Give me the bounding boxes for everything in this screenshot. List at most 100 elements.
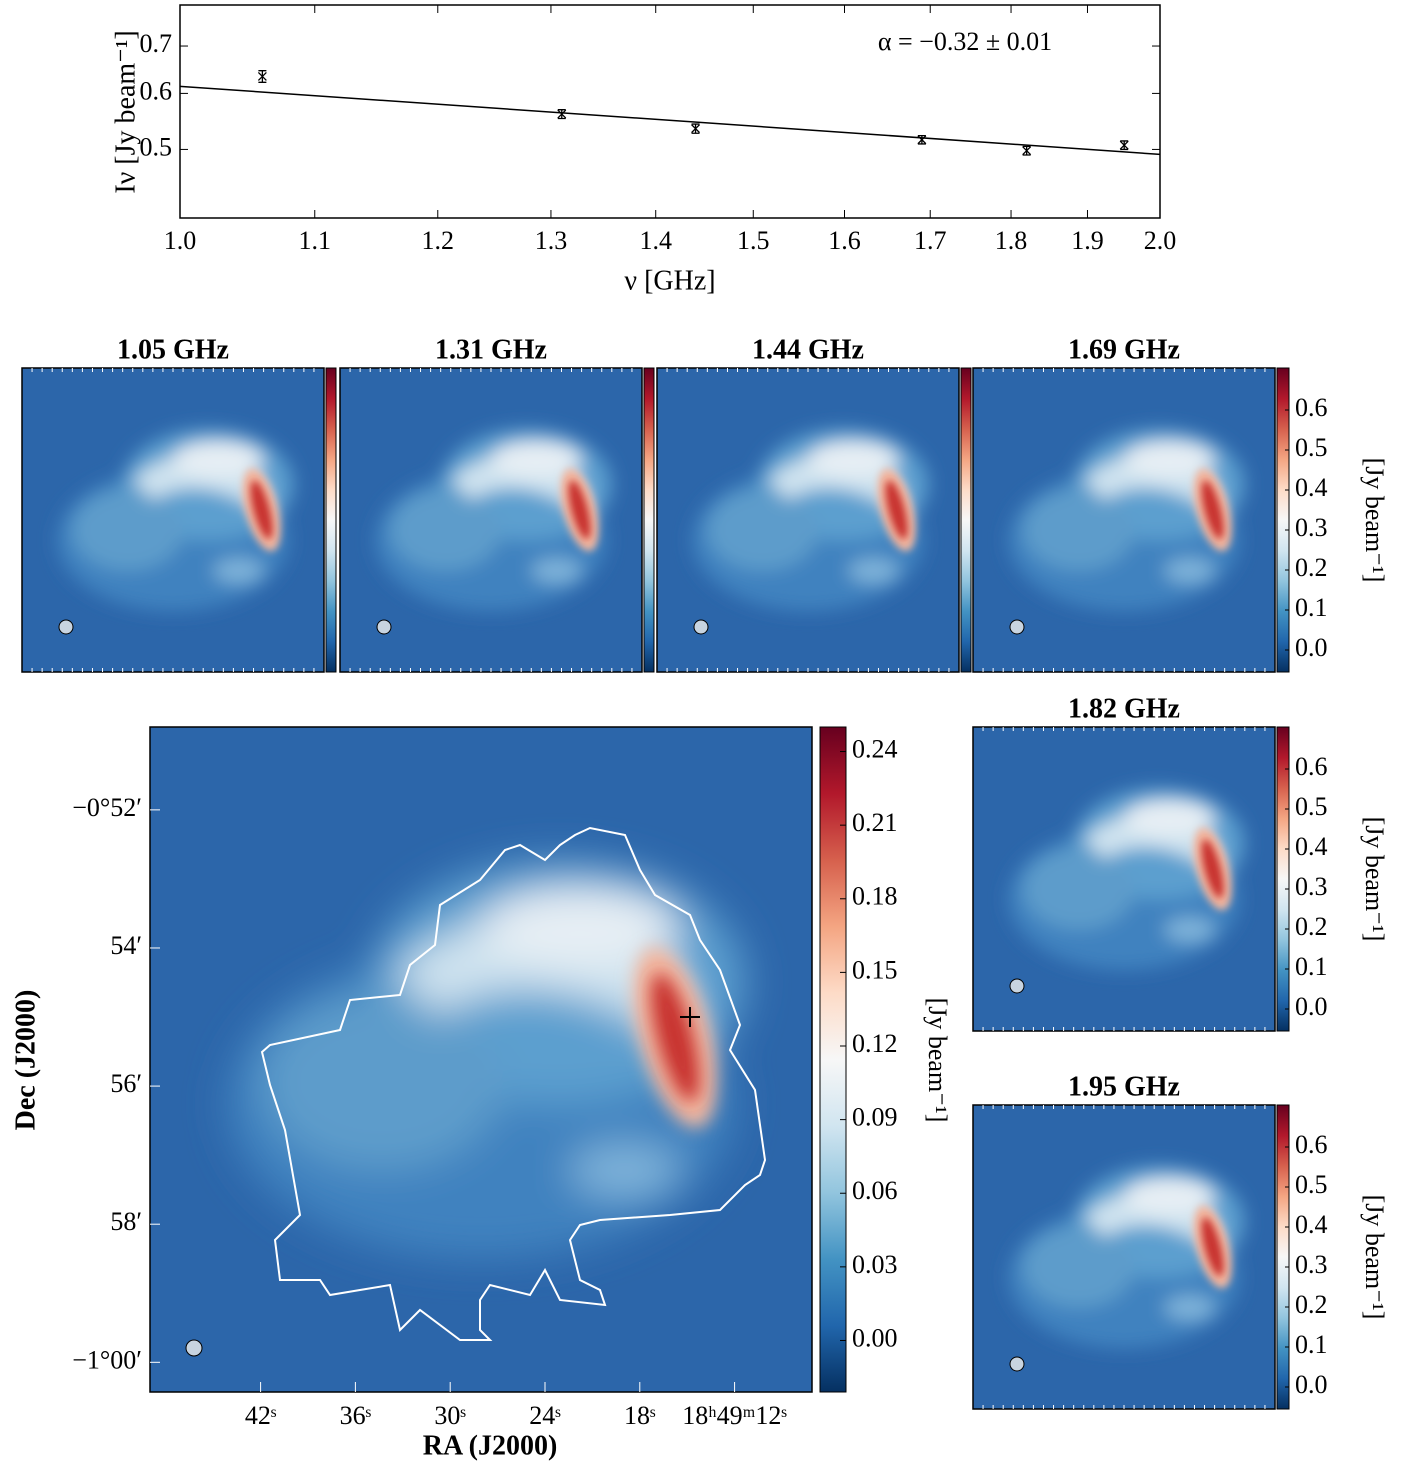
y-axis-label: Dec (J2000) bbox=[10, 990, 41, 1131]
colorbar-tick-label: 0.3 bbox=[1295, 872, 1328, 901]
data-point bbox=[917, 134, 927, 145]
marker bbox=[557, 109, 567, 119]
y-tick-label: 54′ bbox=[110, 931, 142, 960]
x-axis-label: RA (J2000) bbox=[423, 1430, 558, 1461]
colorbar bbox=[1276, 367, 1290, 673]
colorbar bbox=[960, 367, 972, 673]
colorbar-tick-label: 0.1 bbox=[1295, 593, 1328, 622]
data-point bbox=[1022, 145, 1032, 156]
data-point bbox=[557, 109, 567, 120]
data-point bbox=[1119, 140, 1129, 151]
colorbar bbox=[325, 367, 337, 673]
colorbar-tick-label: 0.4 bbox=[1295, 1210, 1328, 1239]
y-tick-label: 56′ bbox=[110, 1069, 142, 1098]
colorbar-label: [Jy beam⁻¹] bbox=[1360, 458, 1389, 583]
x-tick-label: 1.5 bbox=[737, 226, 770, 255]
x-tick-label: 18ʰ49ᵐ12ˢ bbox=[682, 1401, 787, 1430]
x-tick-label: 30ˢ bbox=[434, 1401, 466, 1430]
x-tick-label: 18ˢ bbox=[624, 1401, 656, 1430]
colorbar bbox=[1276, 1104, 1290, 1410]
panel-title: 1.95 GHz bbox=[1068, 1071, 1180, 1102]
beam bbox=[693, 619, 709, 635]
y-tick-label: −0°52′ bbox=[72, 793, 142, 822]
beam bbox=[1009, 978, 1025, 994]
x-tick-label: 42ˢ bbox=[245, 1401, 277, 1430]
x-tick-label: 1.1 bbox=[299, 226, 332, 255]
x-tick-label: 1.8 bbox=[995, 226, 1028, 255]
colorbar-tick-label: 0.21 bbox=[852, 808, 898, 837]
colorbar-tick-label: 0.5 bbox=[1295, 792, 1328, 821]
x-tick-label: 24ˢ bbox=[529, 1401, 561, 1430]
x-tick-label: 1.0 bbox=[164, 226, 197, 255]
panel-title: 1.44 GHz bbox=[752, 334, 864, 365]
x-tick-label: 1.2 bbox=[422, 226, 455, 255]
colorbar-tick-label: 0.09 bbox=[852, 1103, 898, 1132]
y-tick-label: 0.5 bbox=[140, 132, 173, 161]
y-axis-label: Iν [Jy beam⁻¹] bbox=[110, 30, 141, 193]
colorbar bbox=[1276, 726, 1290, 1032]
colorbar-tick-label: 0.5 bbox=[1295, 1170, 1328, 1199]
panel-title: 1.82 GHz bbox=[1068, 693, 1180, 724]
y-tick-label: 0.7 bbox=[140, 29, 173, 58]
colorbar-tick-label: 0.18 bbox=[852, 882, 898, 911]
colorbar-tick-label: 0.0 bbox=[1295, 633, 1328, 662]
colorbar-tick-label: 0.6 bbox=[1295, 752, 1328, 781]
marker bbox=[917, 135, 927, 145]
colorbar-tick-label: 0.3 bbox=[1295, 513, 1328, 542]
colorbar-tick-label: 0.06 bbox=[852, 1176, 898, 1205]
marker bbox=[1119, 140, 1129, 150]
data-point bbox=[257, 70, 267, 83]
marker bbox=[1022, 146, 1032, 156]
fit-plot-frame: α = −0.32 ± 0.01 ν [GHz] Iν [Jy beam⁻¹] bbox=[110, 4, 1161, 296]
colorbar-tick-label: 0.4 bbox=[1295, 473, 1328, 502]
beam bbox=[185, 1339, 203, 1357]
x-tick-label: 1.4 bbox=[639, 226, 672, 255]
colorbar-tick-label: 0.5 bbox=[1295, 433, 1328, 462]
x-tick-label: 1.6 bbox=[828, 226, 861, 255]
beam bbox=[376, 619, 392, 635]
colorbar-tick-label: 0.2 bbox=[1295, 1290, 1328, 1319]
panel-title: 1.05 GHz bbox=[117, 334, 229, 365]
colorbar-tick-label: 0.6 bbox=[1295, 393, 1328, 422]
map-frame bbox=[149, 726, 813, 1393]
x-tick-label: 2.0 bbox=[1144, 226, 1177, 255]
x-axis-label: ν [GHz] bbox=[624, 265, 715, 296]
y-tick-label: −1°00′ bbox=[72, 1345, 142, 1374]
colorbar-tick-label: 0.15 bbox=[852, 955, 898, 984]
colorbar-tick-label: 0.1 bbox=[1295, 952, 1328, 981]
peak-marker bbox=[680, 1007, 700, 1027]
contour bbox=[260, 826, 767, 1341]
colorbar-label: [Jy beam⁻¹] bbox=[1360, 817, 1389, 942]
data-point bbox=[691, 123, 701, 134]
main-map: RA (J2000) Dec (J2000) [Jy beam⁻¹] bbox=[10, 726, 952, 1461]
x-tick-label: 36ˢ bbox=[340, 1401, 372, 1430]
colorbar-tick-label: 0.2 bbox=[1295, 912, 1328, 941]
colorbar-tick-label: 0.1 bbox=[1295, 1330, 1328, 1359]
colorbar bbox=[819, 726, 847, 1393]
colorbar-tick-label: 0.4 bbox=[1295, 832, 1328, 861]
beam bbox=[58, 619, 74, 635]
colorbar-tick-label: 0.6 bbox=[1295, 1130, 1328, 1159]
colorbar-tick-label: 0.3 bbox=[1295, 1250, 1328, 1279]
x-tick-label: 1.3 bbox=[535, 226, 568, 255]
colorbar-label: [Jy beam⁻¹] bbox=[1360, 1195, 1389, 1320]
beam bbox=[1009, 619, 1025, 635]
axes-frame bbox=[179, 4, 1161, 219]
colorbar-tick-label: 0.24 bbox=[852, 735, 898, 764]
x-tick-label: 1.9 bbox=[1071, 226, 1104, 255]
colorbar-tick-label: 0.0 bbox=[1295, 992, 1328, 1021]
colorbar-tick-label: 0.12 bbox=[852, 1029, 898, 1058]
y-tick-label: 0.6 bbox=[140, 76, 173, 105]
panel-title: 1.31 GHz bbox=[435, 334, 547, 365]
colorbar-tick-label: 0.03 bbox=[852, 1250, 898, 1279]
colorbar-tick-label: 0.0 bbox=[1295, 1370, 1328, 1399]
fit-line bbox=[179, 85, 1161, 156]
annotation: α = −0.32 ± 0.01 bbox=[878, 27, 1052, 56]
beam bbox=[1009, 1356, 1025, 1372]
colorbar-tick-label: 0.00 bbox=[852, 1323, 898, 1352]
colorbar bbox=[643, 367, 655, 673]
colorbar-label: [Jy beam⁻¹] bbox=[923, 998, 952, 1123]
marker bbox=[257, 72, 267, 81]
